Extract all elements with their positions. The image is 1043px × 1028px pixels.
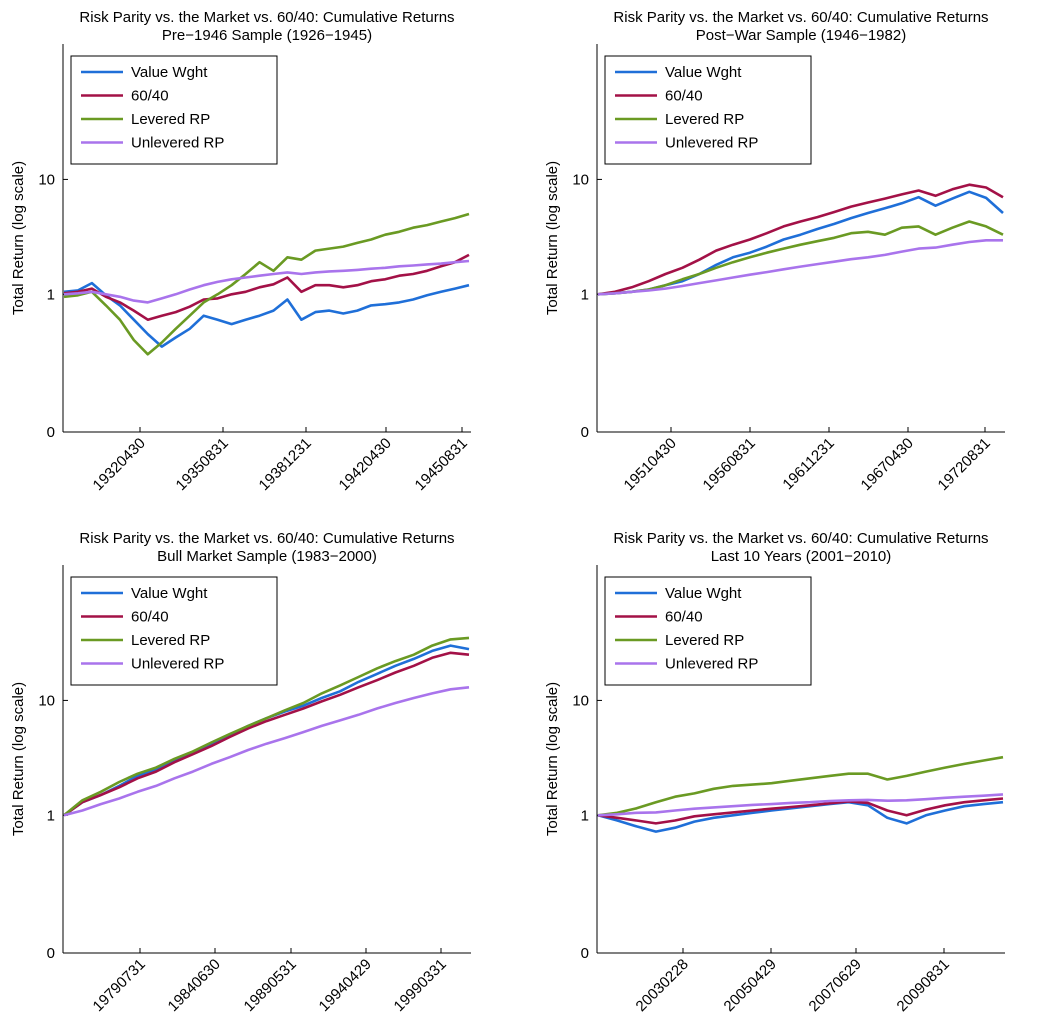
chart-panel-3: Risk Parity vs. the Market vs. 60/40: Cu… (10, 530, 471, 1015)
x-tick-label: 19350831 (173, 435, 232, 494)
y-tick-label: 10 (38, 171, 55, 188)
chart-subtitle: Bull Market Sample (1983−2000) (157, 548, 377, 565)
series-line-levered-rp (63, 636, 470, 817)
legend-label: Value Wght (131, 585, 208, 602)
series-line-value-wght (597, 190, 1004, 296)
series-line-unlevered-rp (63, 686, 470, 817)
series-line-60-40 (63, 253, 470, 322)
chart-panel-1: Risk Parity vs. the Market vs. 60/40: Cu… (10, 9, 471, 494)
chart-subtitle: Pre−1946 Sample (1926−1945) (162, 27, 372, 44)
x-tick-label: 19890531 (241, 956, 300, 1015)
legend-label: 60/40 (665, 609, 703, 626)
legend (70, 576, 278, 686)
legend-label: 60/40 (131, 609, 169, 626)
legend-label: Unlevered RP (131, 656, 224, 673)
x-tick-label: 20050429 (721, 956, 780, 1015)
x-tick-label: 19420430 (336, 435, 395, 494)
legend-label: Unlevered RP (131, 135, 224, 152)
series-line-value-wght (63, 281, 470, 348)
x-tick-label: 19510430 (621, 435, 680, 494)
legend-label: Value Wght (665, 585, 742, 602)
y-axis-label: Total Return (log scale) (544, 161, 561, 315)
series-line-unlevered-rp (597, 793, 1004, 817)
chart-title: Risk Parity vs. the Market vs. 60/40: Cu… (613, 9, 988, 26)
chart-panel-4: Risk Parity vs. the Market vs. 60/40: Cu… (544, 530, 1005, 1015)
chart-subtitle: Post−War Sample (1946−1982) (696, 27, 906, 44)
x-tick-label: 19611231 (779, 435, 837, 493)
chart-subtitle: Last 10 Years (2001−2010) (711, 548, 892, 565)
x-tick-label: 19670430 (858, 435, 917, 494)
y-tick-label: 10 (572, 692, 589, 709)
x-tick-label: 19990331 (391, 956, 450, 1015)
series-line-levered-rp (63, 212, 470, 356)
legend (70, 55, 278, 165)
chart-panel-2: Risk Parity vs. the Market vs. 60/40: Cu… (544, 9, 1005, 494)
x-tick-label: 19381231 (256, 435, 315, 494)
y-tick-label: 0 (581, 945, 589, 962)
x-tick-label: 20090831 (894, 956, 953, 1015)
x-tick-label: 20070629 (806, 956, 865, 1015)
legend-label: 60/40 (131, 88, 169, 105)
chart-title: Risk Parity vs. the Market vs. 60/40: Cu… (613, 530, 988, 547)
y-tick-label: 1 (47, 807, 55, 824)
legend-label: Levered RP (131, 111, 210, 128)
legend-label: Value Wght (131, 64, 208, 81)
x-tick-label: 19790731 (90, 956, 149, 1015)
y-tick-label: 10 (572, 171, 589, 188)
x-tick-label: 19720831 (935, 435, 994, 494)
x-tick-label: 19320430 (90, 435, 149, 494)
series-line-levered-rp (597, 220, 1004, 296)
y-tick-label: 1 (47, 286, 55, 303)
chart-title: Risk Parity vs. the Market vs. 60/40: Cu… (79, 9, 454, 26)
y-tick-label: 1 (581, 286, 589, 303)
legend-label: 60/40 (665, 88, 703, 105)
y-tick-label: 1 (581, 807, 589, 824)
x-tick-label: 19840630 (165, 956, 224, 1015)
x-tick-label: 19560831 (700, 435, 759, 494)
series-line-60-40 (63, 651, 470, 817)
y-tick-label: 0 (47, 424, 55, 441)
series-line-unlevered-rp (597, 239, 1003, 296)
series-line-unlevered-rp (63, 259, 470, 304)
chart-title: Risk Parity vs. the Market vs. 60/40: Cu… (79, 530, 454, 547)
legend-label: Unlevered RP (665, 656, 758, 673)
y-tick-label: 0 (581, 424, 589, 441)
y-axis-label: Total Return (log scale) (544, 682, 561, 836)
y-tick-label: 0 (47, 945, 55, 962)
legend-label: Levered RP (665, 632, 744, 649)
legend (604, 55, 812, 165)
legend-label: Value Wght (665, 64, 742, 81)
y-axis-label: Total Return (log scale) (10, 161, 27, 315)
series-line-levered-rp (597, 755, 1004, 817)
y-axis-label: Total Return (log scale) (10, 682, 27, 836)
series-line-60-40 (597, 183, 1004, 296)
x-tick-label: 20030228 (633, 956, 692, 1015)
legend-label: Levered RP (131, 632, 210, 649)
legend-label: Unlevered RP (665, 135, 758, 152)
x-tick-label: 19940429 (316, 956, 375, 1015)
legend-label: Levered RP (665, 111, 744, 128)
series-line-60-40 (597, 797, 1004, 825)
legend (604, 576, 812, 686)
x-tick-label: 19450831 (412, 435, 471, 494)
y-tick-label: 10 (38, 692, 55, 709)
